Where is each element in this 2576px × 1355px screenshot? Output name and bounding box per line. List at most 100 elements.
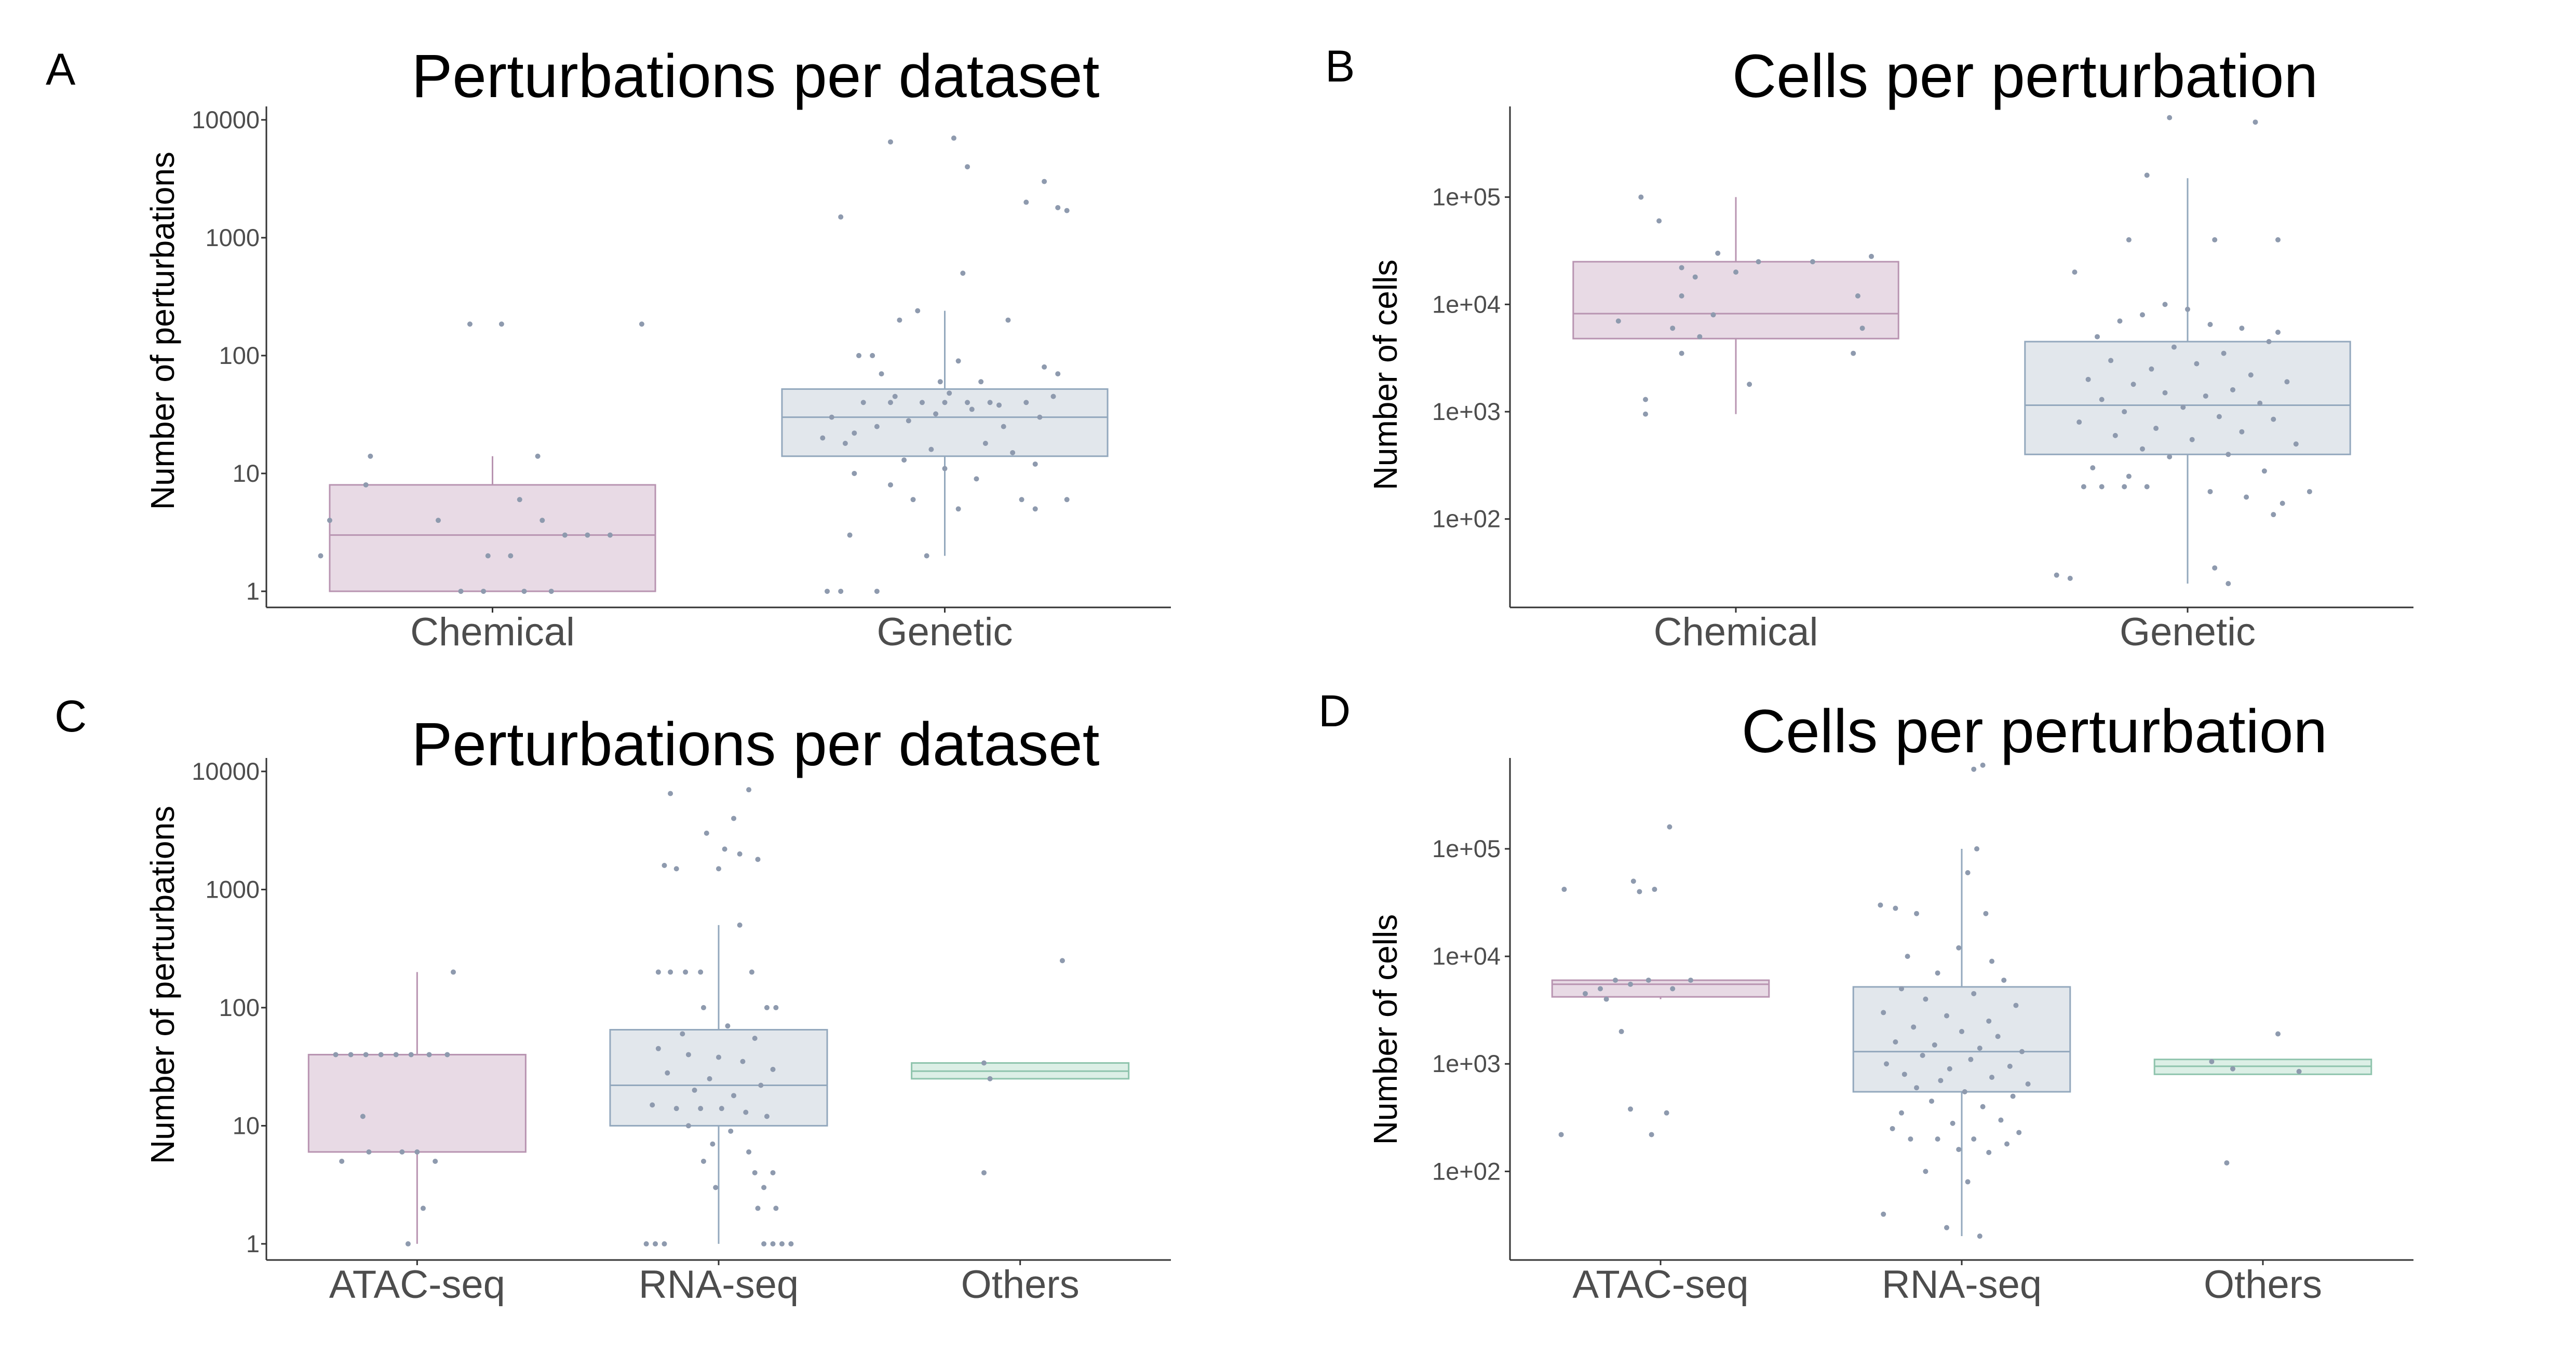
data-point bbox=[820, 435, 826, 441]
chart-title: Perturbations per dataset bbox=[411, 710, 1099, 779]
data-point bbox=[700, 1005, 706, 1010]
data-point bbox=[965, 400, 970, 405]
data-point bbox=[829, 414, 834, 420]
y-tick-label: 1e+04 bbox=[1432, 290, 1501, 318]
data-point bbox=[915, 308, 921, 314]
data-point bbox=[716, 866, 721, 872]
data-point bbox=[887, 139, 893, 145]
data-point bbox=[662, 862, 667, 868]
data-point bbox=[2099, 484, 2105, 490]
data-point bbox=[2122, 409, 2127, 415]
data-point bbox=[1851, 350, 1856, 356]
data-point bbox=[668, 969, 673, 975]
data-point bbox=[1628, 981, 1633, 987]
data-point bbox=[414, 1149, 420, 1155]
y-axis-label: Number of cells bbox=[1367, 914, 1404, 1145]
data-point bbox=[1037, 414, 1043, 420]
data-point bbox=[996, 402, 1002, 408]
data-point bbox=[668, 791, 673, 796]
data-point bbox=[960, 270, 966, 276]
data-point bbox=[1890, 1126, 1895, 1131]
data-point bbox=[318, 553, 323, 559]
data-point bbox=[919, 400, 925, 405]
data-point bbox=[1965, 870, 1971, 875]
data-point bbox=[2007, 1063, 2013, 1069]
data-point bbox=[773, 1205, 779, 1211]
data-point bbox=[408, 1052, 414, 1058]
data-point bbox=[737, 922, 743, 928]
data-point bbox=[965, 164, 970, 170]
y-tick-label: 10 bbox=[233, 459, 260, 487]
data-point bbox=[981, 1060, 987, 1066]
data-point bbox=[420, 1205, 426, 1211]
x-tick-label: Others bbox=[961, 1263, 1080, 1307]
data-point bbox=[548, 588, 554, 594]
data-point bbox=[1905, 954, 1910, 959]
data-point bbox=[955, 506, 961, 512]
y-tick-label: 10000 bbox=[192, 106, 260, 133]
y-tick-label: 1e+04 bbox=[1432, 942, 1501, 970]
data-point bbox=[2209, 1059, 2215, 1064]
box-iqr bbox=[1551, 979, 1770, 998]
data-point bbox=[2203, 393, 2208, 399]
data-point bbox=[1962, 1089, 1967, 1095]
data-point bbox=[1971, 766, 1977, 772]
data-point bbox=[2162, 302, 2168, 307]
data-point bbox=[1935, 970, 1940, 976]
data-point bbox=[2226, 452, 2231, 457]
data-point bbox=[368, 453, 373, 459]
data-point bbox=[2212, 237, 2218, 242]
x-tick-label: Others bbox=[2204, 1263, 2322, 1307]
data-point bbox=[731, 1093, 737, 1099]
data-point bbox=[1869, 253, 1874, 259]
data-point bbox=[2271, 416, 2276, 422]
data-point bbox=[1920, 1052, 1925, 1058]
data-point bbox=[2025, 1081, 2031, 1087]
data-point bbox=[1995, 1034, 2001, 1039]
data-point bbox=[1613, 978, 1618, 983]
data-point bbox=[426, 1052, 432, 1058]
data-point bbox=[2067, 575, 2073, 581]
data-point bbox=[852, 430, 857, 436]
data-point bbox=[360, 1114, 366, 1119]
data-point bbox=[752, 1170, 758, 1175]
data-point bbox=[2081, 484, 2086, 490]
data-point bbox=[655, 969, 661, 975]
data-point bbox=[517, 497, 522, 503]
data-point bbox=[521, 588, 527, 594]
data-point bbox=[2275, 237, 2281, 242]
data-point bbox=[1019, 497, 1024, 503]
data-point bbox=[1059, 958, 1065, 964]
box-iqr bbox=[2024, 341, 2351, 455]
box-iqr bbox=[329, 484, 656, 592]
data-point bbox=[339, 1158, 345, 1164]
data-point bbox=[928, 446, 934, 452]
data-point bbox=[2167, 454, 2173, 459]
data-point bbox=[2216, 414, 2222, 419]
data-point bbox=[1055, 371, 1061, 377]
data-point bbox=[1923, 1169, 1928, 1174]
data-point bbox=[2099, 397, 2105, 402]
data-point bbox=[779, 1241, 785, 1246]
data-point bbox=[498, 321, 504, 327]
data-point bbox=[393, 1052, 399, 1058]
data-point bbox=[716, 1054, 721, 1060]
data-point bbox=[2090, 465, 2096, 471]
data-point bbox=[1710, 312, 1716, 318]
data-point bbox=[399, 1149, 405, 1155]
y-tick-label: 10000 bbox=[192, 757, 260, 785]
data-point bbox=[1697, 334, 1703, 340]
data-point bbox=[655, 1046, 661, 1051]
data-point bbox=[1598, 986, 1603, 992]
data-point bbox=[1959, 1028, 1964, 1034]
data-point bbox=[2226, 581, 2231, 587]
data-point bbox=[1893, 905, 1898, 911]
data-point bbox=[1670, 326, 1676, 331]
data-point bbox=[887, 400, 893, 405]
data-point bbox=[1956, 945, 1962, 951]
data-point bbox=[2126, 237, 2132, 242]
chart-title: Perturbations per dataset bbox=[411, 42, 1099, 111]
data-point bbox=[451, 969, 456, 975]
data-point bbox=[2149, 366, 2154, 372]
data-point bbox=[1715, 250, 1721, 256]
